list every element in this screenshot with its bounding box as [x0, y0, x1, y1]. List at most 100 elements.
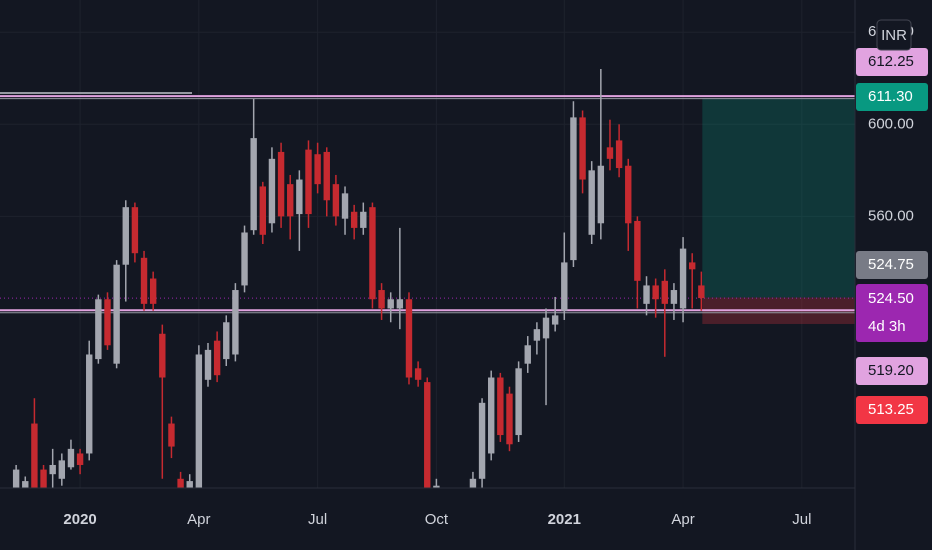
candle-body: [378, 290, 385, 309]
candle-body: [195, 354, 203, 488]
currency-box[interactable]: [876, 19, 912, 51]
candle-body: [168, 423, 175, 447]
x-tick-label: 2020: [63, 511, 96, 528]
x-tick-label: Apr: [187, 511, 210, 528]
candle-body: [515, 368, 522, 436]
candle-body: [670, 290, 678, 304]
candle-body: [259, 186, 267, 235]
candle-body: [424, 382, 431, 488]
price-label: 524.75: [868, 256, 914, 273]
candle-body: [250, 138, 257, 231]
candle-body: [323, 151, 330, 201]
candle-body: [405, 299, 413, 378]
candle-body: [561, 262, 568, 311]
price-label: 519.20: [868, 362, 914, 379]
price-label: 513.25: [868, 401, 914, 418]
y-tick-label: 600.00: [868, 115, 914, 132]
price-label-box: [856, 83, 928, 111]
candle-body: [634, 220, 641, 281]
candle-body: [615, 140, 623, 169]
candle-body: [277, 151, 285, 217]
candle-body: [159, 333, 166, 378]
candle-body: [570, 117, 577, 261]
candle-body: [341, 193, 349, 219]
candle-body: [387, 299, 394, 309]
candle-body: [360, 211, 367, 228]
price-label-box: [856, 251, 928, 279]
target-zone: [702, 98, 855, 298]
candle-body: [698, 285, 705, 299]
candle-body: [31, 423, 38, 488]
candle-body: [113, 264, 120, 364]
candle-body: [95, 299, 102, 360]
candle-body: [497, 377, 504, 436]
price-label: 612.25: [868, 53, 914, 70]
y-tick-label: 560.00: [868, 207, 914, 224]
candle-body: [104, 299, 111, 346]
candle-body: [396, 299, 404, 309]
candle-body: [332, 184, 340, 217]
candle-body: [67, 448, 75, 468]
candle-body: [186, 481, 193, 488]
candle-body: [204, 349, 212, 380]
x-tick-label: Jul: [308, 511, 327, 528]
candle-body: [296, 179, 303, 215]
candle-body: [287, 184, 294, 217]
candle-body: [625, 165, 632, 224]
candle-body: [679, 248, 687, 309]
currency[interactable]: INR: [881, 27, 907, 44]
currency-button[interactable]: INR: [876, 19, 912, 51]
price-label-box: [856, 284, 928, 342]
candle-body: [588, 170, 595, 235]
price-label: 611.30: [868, 88, 913, 105]
candle-body: [122, 207, 129, 265]
x-tick-label: 2021: [548, 511, 581, 528]
grid: [0, 0, 855, 488]
price-label-box: [856, 48, 928, 76]
candle-body: [506, 393, 513, 445]
candle-body: [241, 232, 248, 286]
candle-body: [689, 262, 696, 270]
candle-body: [469, 478, 477, 488]
candle-body: [49, 464, 56, 475]
candle-body: [22, 481, 29, 488]
candle-body: [12, 469, 20, 488]
x-tick-label: Jul: [792, 511, 811, 528]
candle-body: [524, 345, 531, 364]
candle-body: [579, 117, 586, 180]
candle-body: [350, 211, 358, 228]
candle-body: [131, 207, 139, 254]
candle-body: [58, 460, 66, 479]
price-label-box: [856, 357, 928, 385]
candle-body: [414, 368, 422, 380]
plot-area: [0, 69, 855, 488]
candle-body: [478, 402, 486, 479]
candle-body: [232, 290, 239, 355]
candle-body: [314, 154, 321, 185]
candle-body: [661, 280, 668, 304]
price-label: 524.50: [868, 290, 914, 307]
candle-body: [488, 377, 495, 454]
x-tick-label: Oct: [425, 511, 449, 528]
candle-body: [40, 469, 47, 488]
candle-body: [652, 285, 659, 300]
candle-body: [643, 285, 650, 304]
candle-body: [213, 340, 221, 376]
price-label-box: [856, 396, 928, 424]
candle-body: [268, 158, 276, 224]
candle-body: [305, 149, 312, 215]
candle-body: [177, 478, 184, 488]
candle-body: [76, 453, 84, 465]
candle-body: [597, 165, 605, 224]
candle-body: [606, 147, 614, 159]
candle-body: [551, 315, 559, 325]
candle-body: [140, 257, 148, 304]
price-label: 4d 3h: [868, 318, 906, 335]
candle-body: [433, 485, 440, 488]
candle-body: [149, 278, 157, 304]
candle-body: [533, 329, 541, 341]
candle-body: [86, 354, 93, 454]
x-tick-label: Apr: [671, 511, 694, 528]
